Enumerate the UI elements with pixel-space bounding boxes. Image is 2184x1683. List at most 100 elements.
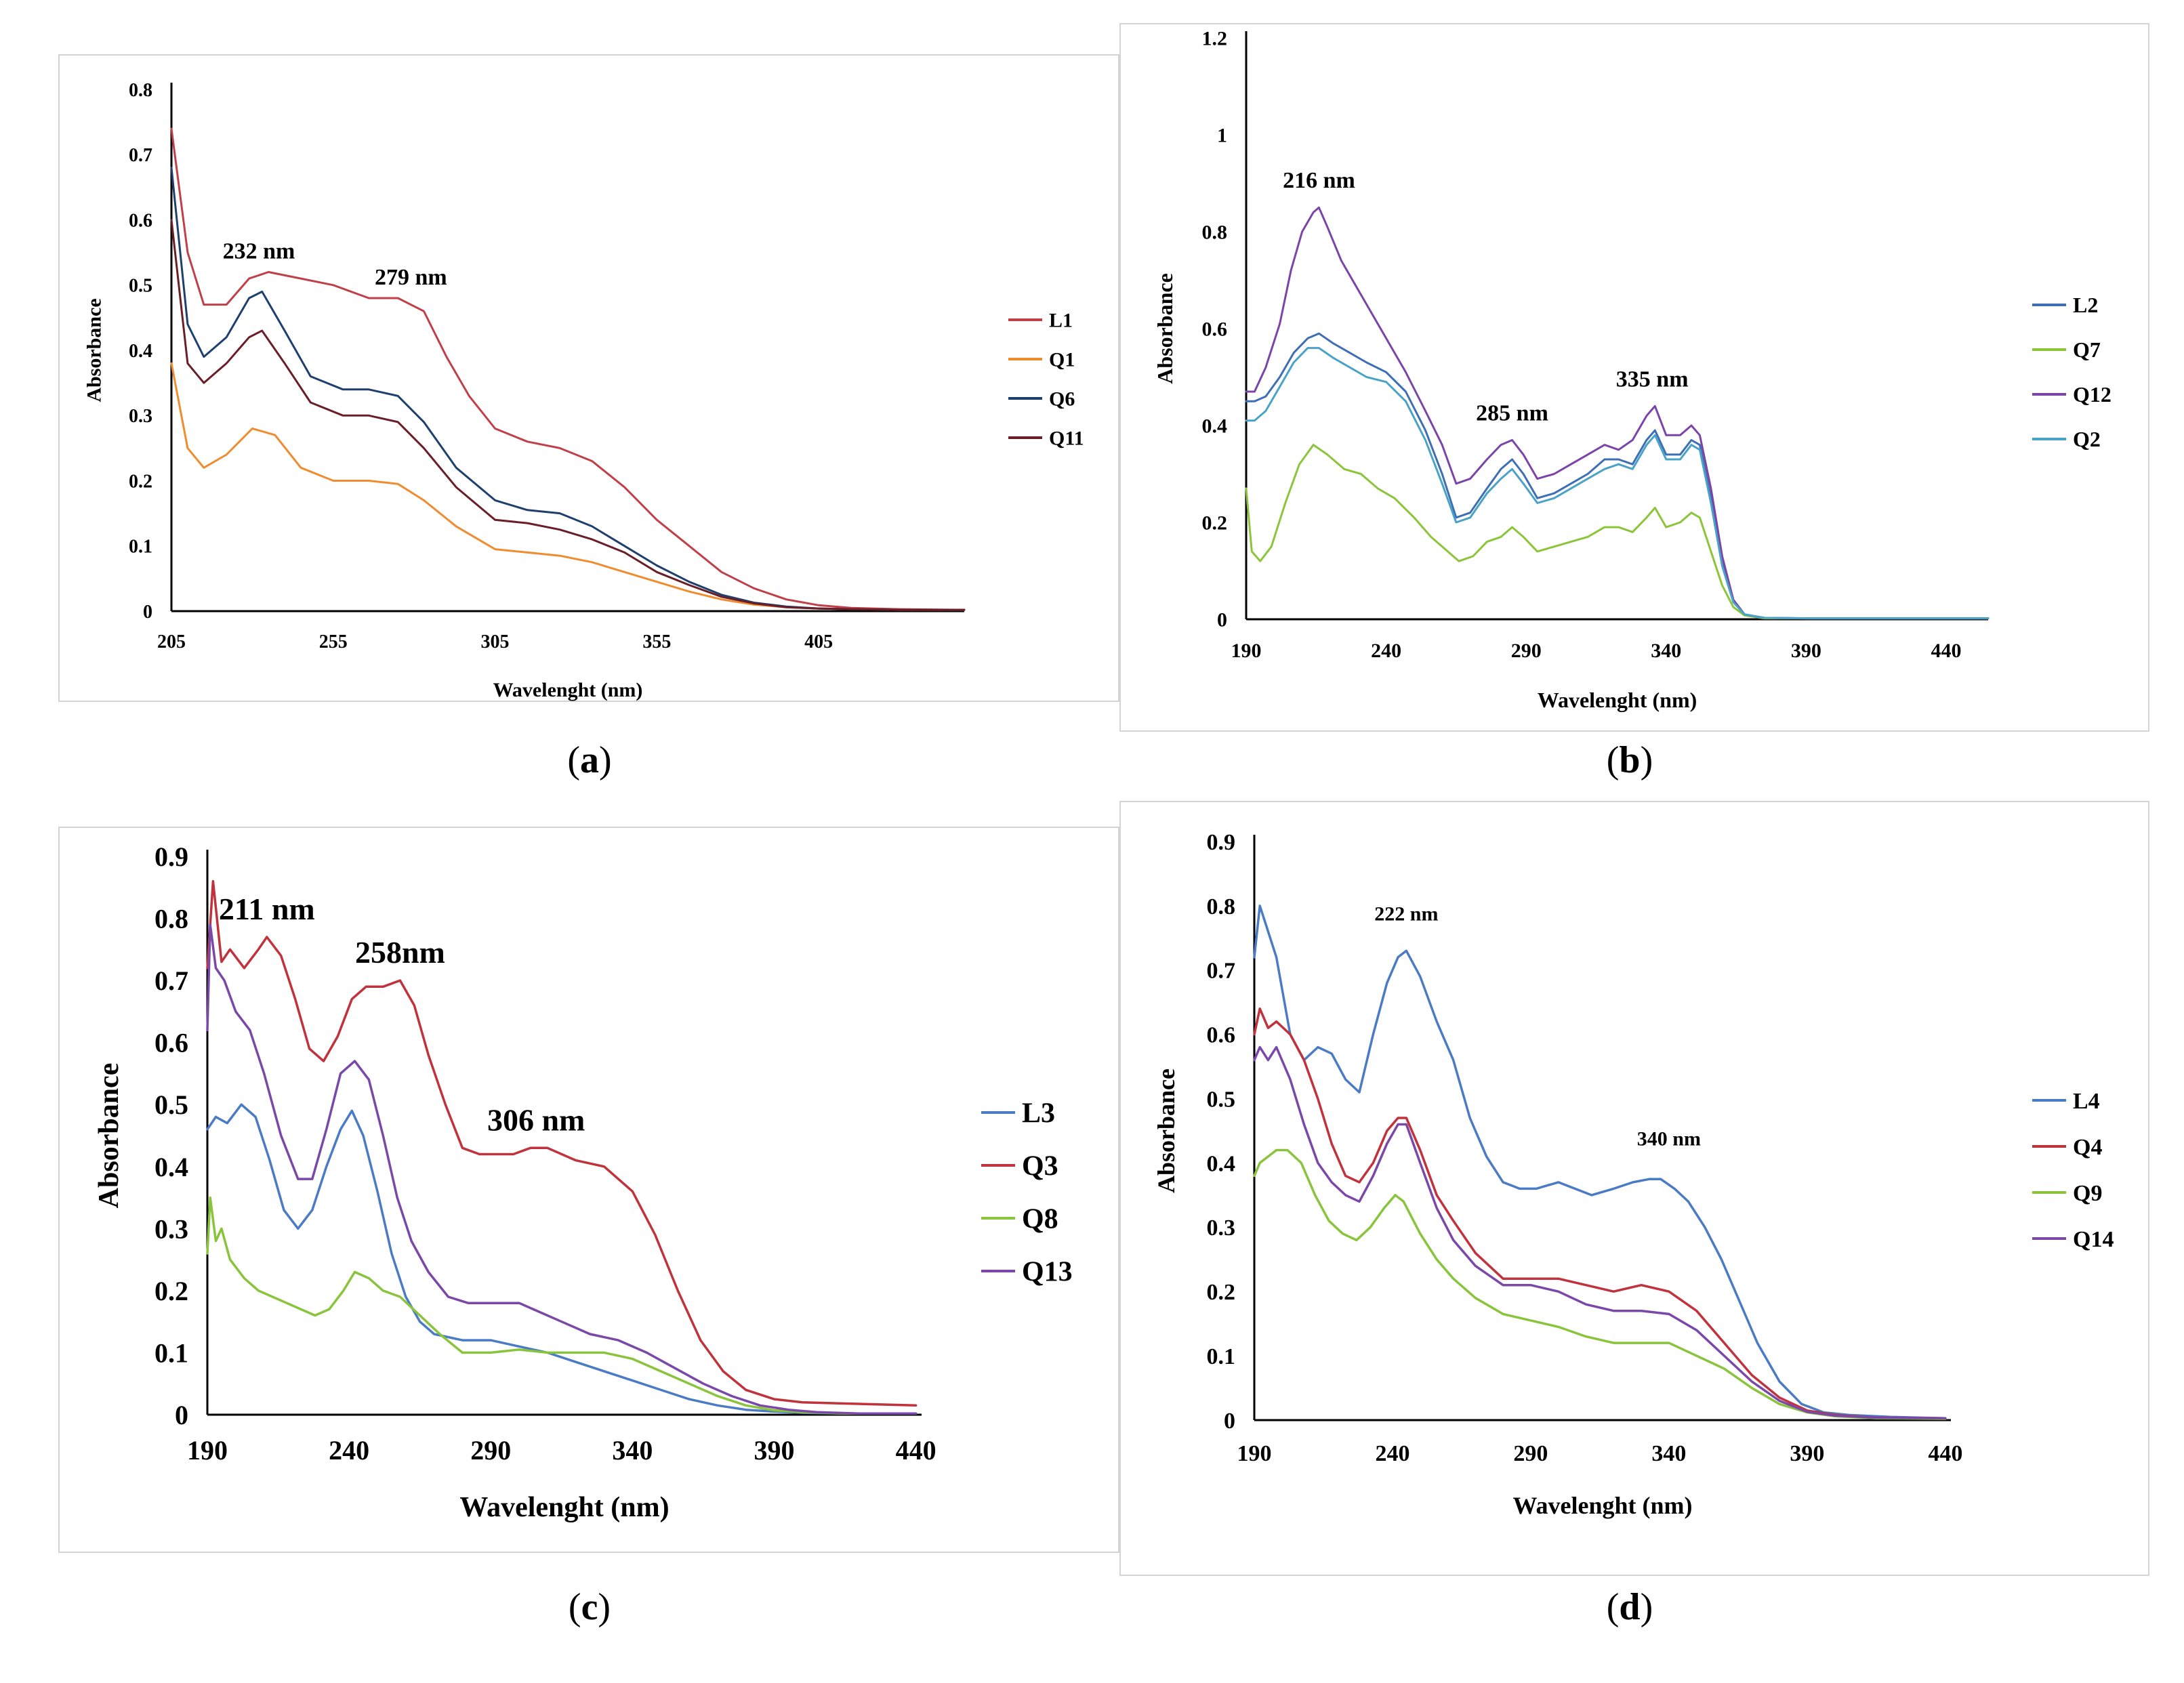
x-tick-label: 440: [1928, 1441, 1962, 1466]
y-tick-label: 0.4: [154, 1152, 188, 1182]
legend-label: Q9: [2073, 1181, 2102, 1206]
chart-panel-b: 0 0.2 0.4 0.6 0.8 1 1.2 190 240 290 340 390 440 Wavel…: [1119, 23, 2149, 732]
y-tick-label: 0.6: [1207, 1023, 1236, 1048]
y-tick-label: 0.4: [1202, 415, 1228, 438]
series-line-l1: [170, 127, 966, 611]
y-tick-label: 0.6: [1202, 318, 1228, 341]
y-axis-label: Absorbance: [94, 1063, 125, 1209]
y-tick-label: 0.9: [1207, 830, 1236, 855]
legend-label: L2: [2073, 293, 2098, 317]
y-tick-label: 0.5: [154, 1089, 188, 1120]
y-tick-label: 0: [1224, 1409, 1235, 1434]
peak-annotation: 258nm: [355, 935, 445, 970]
series-line-q6: [170, 167, 966, 611]
y-tick-label: 0.1: [1207, 1344, 1236, 1369]
legend-label: Q3: [1022, 1151, 1058, 1182]
x-tick-label: 190: [1237, 1441, 1272, 1466]
chart-d-svg: 0 0.1 0.2 0.3 0.4 0.5 0.6 0.7 0.8 0.9 190 240 290 340…: [1153, 830, 2114, 1519]
series-line-q7: [1245, 444, 1990, 620]
peak-annotation: 335 nm: [1616, 367, 1689, 392]
series-line-q4: [1253, 1007, 1947, 1419]
peak-annotation: 285 nm: [1476, 400, 1548, 425]
x-tick-label: 290: [1511, 640, 1542, 662]
x-axis-label: Wavelenght (nm): [493, 679, 643, 701]
series-line-q3: [206, 879, 918, 1407]
legend-label: Q6: [1049, 388, 1075, 411]
caption-b: (b): [1606, 739, 1653, 781]
y-tick-label: 0.2: [129, 471, 152, 492]
x-tick-label: 190: [1231, 640, 1262, 662]
y-tick-label: 0.2: [1207, 1280, 1236, 1305]
y-tick-label: 0.2: [154, 1276, 188, 1306]
y-tick-label: 0.6: [154, 1028, 188, 1058]
legend-label: Q1: [1049, 349, 1075, 371]
x-tick-label: 240: [329, 1435, 369, 1466]
y-tick-label: 0.3: [129, 406, 152, 427]
y-tick-label: 0: [143, 602, 152, 623]
y-tick-label: 0.6: [129, 210, 152, 231]
peak-annotation: 306 nm: [487, 1102, 585, 1137]
y-tick-label: 0.1: [154, 1337, 188, 1368]
y-axis-label: Absorbance: [1153, 273, 1177, 384]
series-line-q13: [206, 923, 918, 1415]
x-tick-label: 440: [896, 1435, 936, 1466]
x-tick-label: 440: [1931, 640, 1962, 662]
series-line-q14: [1253, 1045, 1947, 1419]
x-axis-label: Wavelenght (nm): [459, 1492, 669, 1523]
y-tick-label: 0.7: [154, 965, 188, 996]
chart-a-svg: 0 0.1 0.2 0.3 0.4 0.5 0.6 0.7 0.8 205 255 305 355 405…: [83, 80, 1084, 701]
x-tick-label: 240: [1371, 640, 1401, 662]
x-tick-label: 305: [481, 631, 510, 652]
y-tick-label: 0.7: [129, 145, 152, 166]
legend-label: Q13: [1022, 1257, 1073, 1288]
chart-c-svg: 0 0.1 0.2 0.3 0.4 0.5 0.6 0.7 0.8 0.9 190 240 290 340…: [94, 842, 1073, 1523]
legend-label: Q7: [2073, 337, 2101, 362]
legend-label: L1: [1049, 310, 1073, 332]
x-tick-label: 340: [1651, 640, 1681, 662]
chart-panel-a: 0 0.1 0.2 0.3 0.4 0.5 0.6 0.7 0.8 205 255 305 355 405…: [58, 54, 1119, 702]
series-line-l3: [206, 1103, 918, 1415]
x-tick-label: 355: [642, 631, 671, 652]
x-tick-label: 390: [754, 1435, 795, 1466]
y-tick-label: 0.7: [1207, 959, 1236, 984]
y-tick-label: 0: [1217, 609, 1227, 631]
x-tick-label: 340: [612, 1435, 653, 1466]
series-line-q2: [1245, 347, 1990, 620]
legend-label: L4: [2073, 1089, 2100, 1114]
legend-label: Q2: [2073, 427, 2101, 451]
legend-label: Q14: [2073, 1227, 2114, 1252]
peak-annotation: 216 nm: [1283, 168, 1355, 193]
legend-label: Q4: [2073, 1135, 2102, 1160]
y-tick-label: 0.2: [1202, 512, 1228, 535]
x-tick-label: 340: [1651, 1441, 1686, 1466]
series-line-q12: [1245, 206, 1990, 620]
peak-annotation: 279 nm: [375, 265, 447, 290]
caption-d: (d): [1606, 1586, 1653, 1628]
chart-panel-d: 0 0.1 0.2 0.3 0.4 0.5 0.6 0.7 0.8 0.9 190 240 290 340…: [1119, 801, 2149, 1576]
y-tick-label: 0.4: [1207, 1151, 1236, 1176]
series-line-q1: [170, 362, 966, 611]
y-tick-label: 0.1: [129, 537, 152, 558]
x-axis-label: Wavelenght (nm): [1538, 688, 1697, 712]
y-axis-label: Absorbance: [1153, 1068, 1180, 1193]
x-tick-label: 190: [187, 1435, 228, 1466]
x-tick-label: 390: [1790, 1441, 1824, 1466]
x-tick-label: 405: [804, 631, 833, 652]
x-tick-label: 205: [157, 631, 186, 652]
x-axis-label: Wavelenght (nm): [1513, 1492, 1693, 1519]
caption-a: (a): [567, 739, 612, 781]
y-tick-label: 0.8: [154, 904, 188, 934]
y-tick-label: 0.8: [1207, 894, 1236, 919]
peak-annotation: 222 nm: [1374, 902, 1438, 925]
peak-annotation: 211 nm: [219, 892, 315, 926]
chart-b-svg: 0 0.2 0.4 0.6 0.8 1 1.2 190 240 290 340 390 440 Wavel…: [1153, 28, 2111, 713]
y-tick-label: 0.9: [154, 842, 188, 872]
legend-label: L3: [1022, 1098, 1055, 1129]
y-tick-label: 0.5: [129, 276, 152, 297]
y-tick-label: 1: [1217, 125, 1227, 147]
x-tick-label: 290: [1513, 1441, 1548, 1466]
caption-c: (c): [568, 1586, 611, 1628]
x-tick-label: 390: [1791, 640, 1821, 662]
peak-annotation: 340 nm: [1637, 1127, 1701, 1150]
series-line-l4: [1253, 905, 1947, 1419]
